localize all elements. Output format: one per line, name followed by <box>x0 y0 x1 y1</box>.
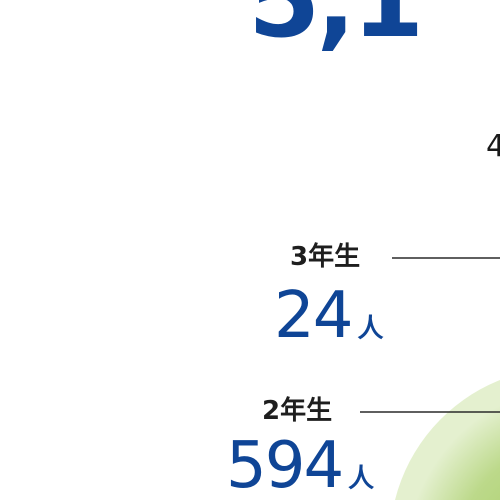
value-2nd-year: 594 人 <box>226 434 374 498</box>
value-2nd-year-unit: 人 <box>348 464 375 494</box>
label-2nd-year: 2年生 <box>262 396 333 426</box>
value-3rd-year-unit: 人 <box>357 314 384 344</box>
edge-label-fragment: 4 <box>486 129 500 164</box>
value-3rd-year-number: 24 <box>274 279 353 353</box>
value-3rd-year: 24 人 <box>274 284 383 348</box>
pie-slice-2nd-year <box>395 380 500 500</box>
total-count-fragment: 5,1 <box>248 0 424 61</box>
label-3rd-year: 3年生 <box>290 242 361 272</box>
value-2nd-year-number: 594 <box>226 429 344 500</box>
